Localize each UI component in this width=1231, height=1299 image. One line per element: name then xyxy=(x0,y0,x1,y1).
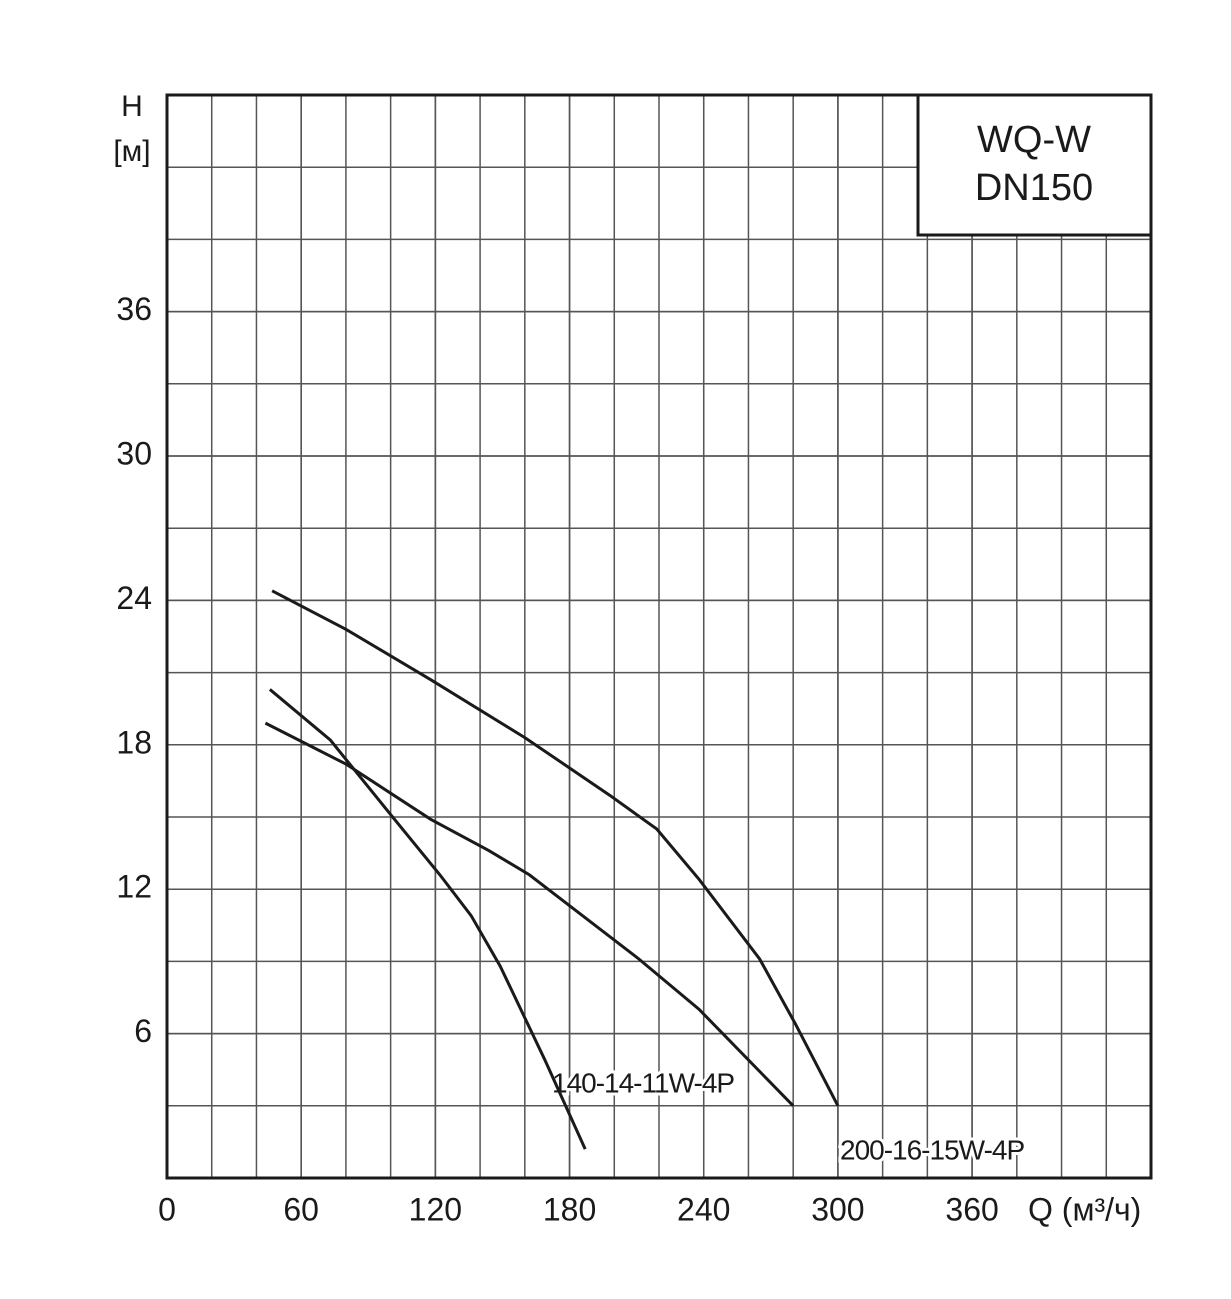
x-tick-label: 0 xyxy=(158,1191,176,1227)
chart-subtitle: DN150 xyxy=(975,167,1093,209)
x-tick-label: 180 xyxy=(543,1191,596,1227)
x-tick-label: 240 xyxy=(677,1191,730,1227)
x-tick-label: 300 xyxy=(811,1191,864,1227)
curve-label: 200-16-15W-4P xyxy=(840,1134,1024,1165)
chart-title: WQ-W xyxy=(977,119,1091,161)
y-tick-label: 12 xyxy=(116,869,152,905)
x-axis-label: Q (м³/ч) xyxy=(1028,1191,1141,1227)
title-box xyxy=(916,93,1153,237)
x-tick-label: 120 xyxy=(409,1191,462,1227)
y-tick-label: 30 xyxy=(116,435,152,471)
pump-curve xyxy=(264,721,795,1107)
y-tick-label: 24 xyxy=(116,580,152,616)
y-axis-unit: [м] xyxy=(113,135,150,168)
pump-curve xyxy=(271,589,840,1107)
y-tick-label: 6 xyxy=(134,1013,152,1049)
y-tick-label: 36 xyxy=(116,291,152,327)
curve-label: 140-14-11W-4P xyxy=(552,1067,734,1098)
pump-curve xyxy=(268,688,587,1150)
plot-frame xyxy=(165,93,1153,1180)
x-tick-label: 60 xyxy=(283,1191,319,1227)
y-tick-label: 18 xyxy=(116,724,152,760)
y-axis-label: H xyxy=(121,90,143,123)
x-tick-label: 360 xyxy=(945,1191,998,1227)
